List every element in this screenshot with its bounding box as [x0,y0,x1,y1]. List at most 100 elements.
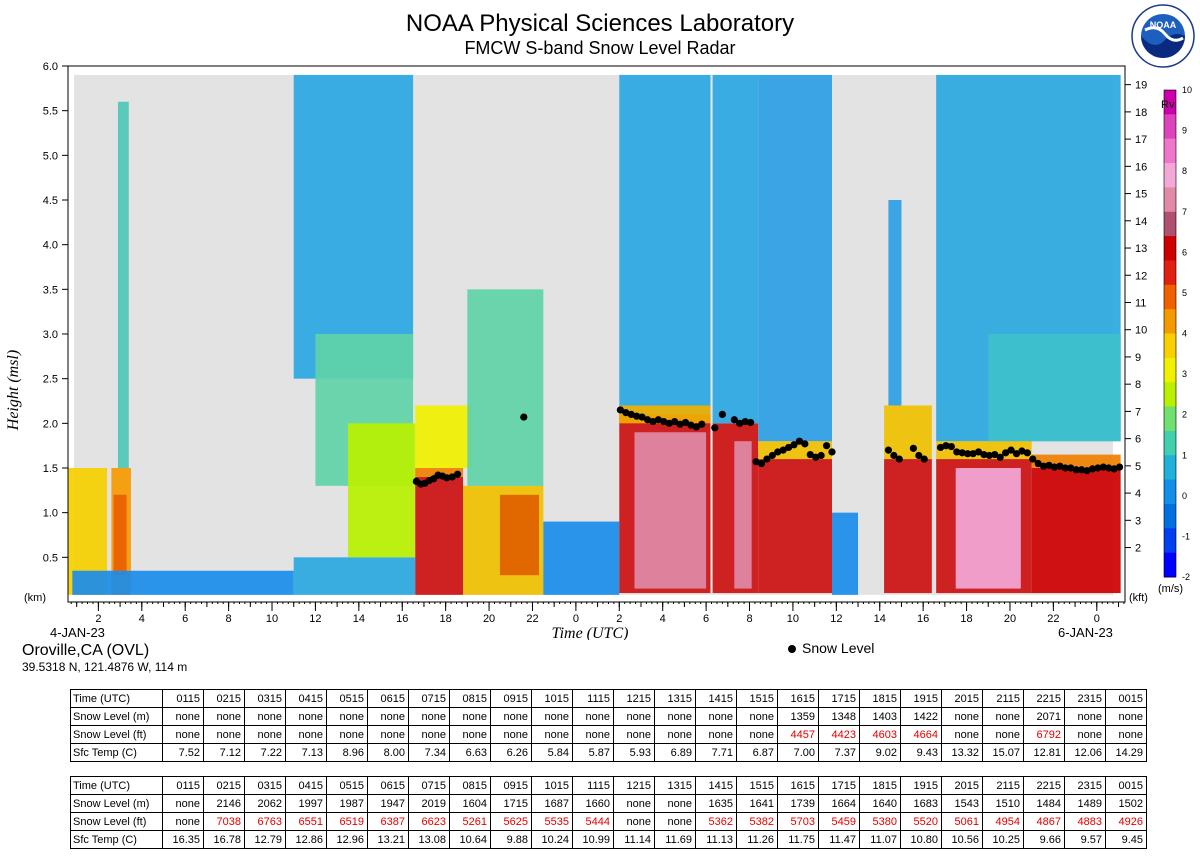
table-row: Snow Level (ft) none none none none none none n… [70,725,1147,744]
table-cell: none [490,725,532,744]
echo-region [831,512,859,595]
snow-level-point [784,443,793,452]
y-tick-label: 4.5 [43,195,58,207]
echo-region [712,74,759,424]
snow-level-point [1023,449,1031,457]
y-tick-label-right: 8 [1135,379,1141,391]
snow-level-point [806,451,814,459]
table-cell: 2062 [244,794,286,813]
colorbar-tick-label: 7 [1182,207,1187,217]
table-cell: none [326,725,368,744]
table-cell: 7.22 [244,743,286,762]
echo-region [955,468,1021,589]
table-cell: 0715 [408,776,450,795]
table-cell: 11.75 [777,830,819,849]
y-tick-label: 2.0 [43,418,58,430]
table-cell: 1915 [900,689,942,708]
table-cell: 1422 [900,707,942,726]
colorbar-segment [1164,357,1176,383]
x-tick-label: 12 [309,613,321,625]
left-unit-label: (km) [24,592,46,604]
colorbar-segment [1164,187,1176,213]
table-cell: 0115 [162,689,204,708]
row-label: Sfc Temp (C) [70,743,163,762]
snow-level-point [718,410,726,418]
snow-level-point [915,451,923,460]
table-cell: 0115 [162,776,204,795]
y-tick-label-right: 5 [1135,461,1141,473]
table-cell: 1015 [531,776,573,795]
table-cell: 11.69 [654,830,696,849]
table-cell: 9.43 [900,743,942,762]
row-label: Time (UTC) [70,689,163,708]
table-cell: 11.14 [613,830,655,849]
snow-level-point [736,419,744,427]
table-cell: none [982,725,1024,744]
table-cell: 0615 [367,689,409,708]
colorbar-tick-label: 9 [1182,126,1187,136]
table-cell: 1115 [572,776,614,795]
echo-region [72,570,294,595]
y-tick-label-right: 13 [1135,243,1147,255]
table-cell: 6.89 [654,743,696,762]
table-cell: 11.13 [695,830,737,849]
table-row: Time (UTC) 0115 0215 0315 0415 0515 0615 0715 08… [70,776,1147,795]
snow-level-point [801,440,809,448]
table-cell: none [162,812,204,831]
chart-subtitle: FMCW S-band Snow Level Radar [464,38,736,58]
table-cell: 4664 [900,725,942,744]
x-tick-label: 16 [917,613,929,625]
snow-level-point [779,446,787,454]
table-cell: 4926 [1105,812,1147,831]
table-cell: 7.37 [818,743,860,762]
snow-level-point [1094,464,1102,472]
snow-level-point [1099,463,1107,471]
table-cell: 1640 [859,794,901,813]
echo-region [117,101,129,468]
snow-level-point [627,410,635,418]
table-cell: 1489 [1064,794,1106,813]
snow-level-point [1088,465,1097,473]
echo-region [888,200,902,406]
snow-level-point [676,420,684,428]
snow-level-point [936,443,945,452]
table-cell: 1641 [736,794,778,813]
x-tick-label: 14 [874,613,886,625]
table-cell: 11.26 [736,830,778,849]
snow-level-point [790,441,798,449]
table-cell: 1515 [736,689,778,708]
table-cell: 4867 [1023,812,1065,831]
table-cell: 7.13 [285,743,327,762]
table-cell: none [449,707,491,726]
table-cell: 10.64 [449,830,491,849]
table-cell: 10.99 [572,830,614,849]
echo-region [988,334,1121,442]
chart-title: NOAA Physical Sciences Laboratory [405,10,795,37]
y-tick-label-right: 4 [1135,488,1141,500]
snow-level-point [1067,464,1075,472]
start-date-label: 4-JAN-23 [50,625,105,640]
table-cell: none [941,725,983,744]
snow-level-point [812,453,820,461]
colorbar-tick-label: 3 [1182,369,1187,379]
colorbar-tick-label: -2 [1182,572,1190,582]
colorbar-segment [1164,479,1176,505]
snow-level-point [1056,462,1064,470]
snow-level-point [1115,463,1124,471]
table-cell: 1515 [736,776,778,795]
table-row: Sfc Temp (C) 7.52 7.12 7.22 7.13 8.96 8.00 7.34… [70,743,1147,762]
echo-region [293,557,416,595]
y-tick-label: 0.5 [43,552,58,564]
table-cell: 0815 [449,689,491,708]
table-cell: 7.34 [408,743,450,762]
table-cell: 2215 [1023,776,1065,795]
colorbar-segment [1164,333,1176,359]
snow-level-point [1061,464,1069,472]
colorbar-segment [1164,503,1176,529]
snow-level-point [1083,467,1091,475]
snow-level-point [817,451,825,460]
snow-level-point [1110,465,1118,473]
echo-region [293,74,414,379]
x-tick-label: 8 [746,613,752,625]
